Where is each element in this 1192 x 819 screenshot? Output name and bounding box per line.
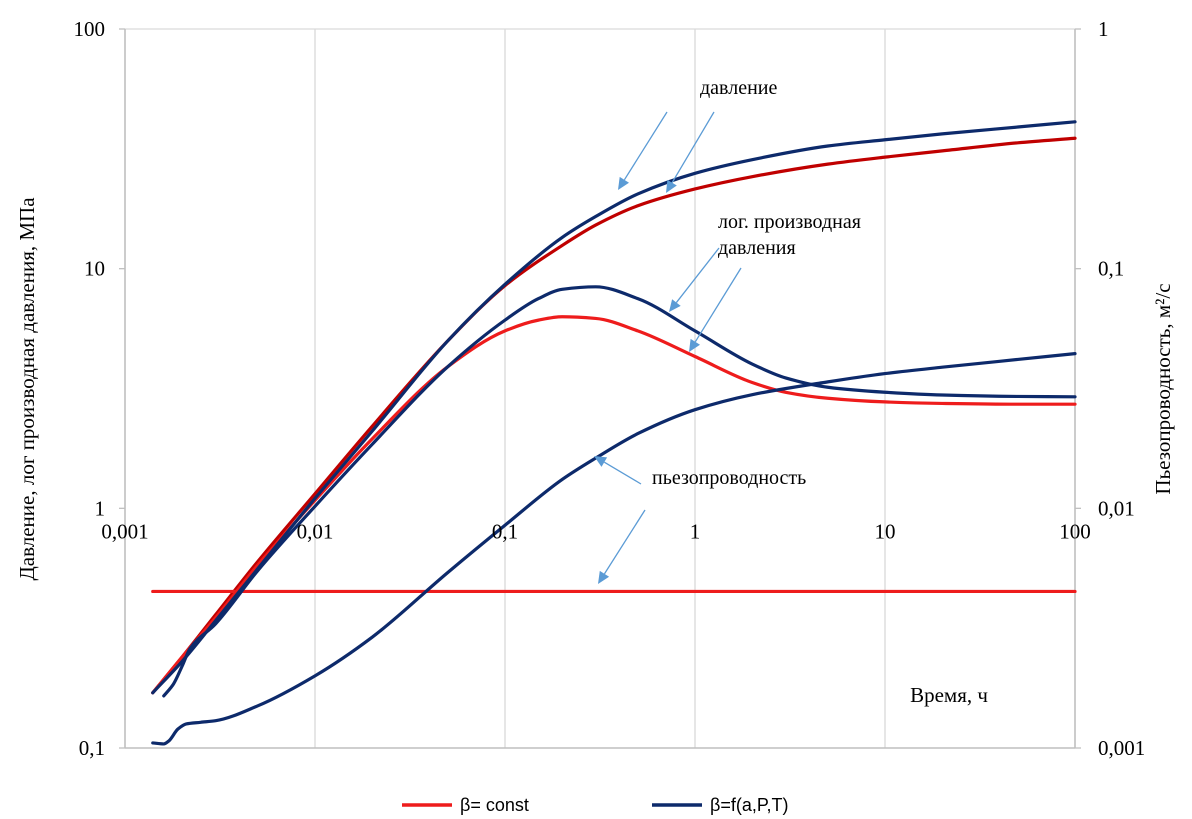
x-tick-label: 0,001 <box>101 519 148 543</box>
annotation-arrow <box>598 509 646 584</box>
y2-tick-label: 0,001 <box>1098 736 1145 760</box>
legend-label-const: β= const <box>460 795 529 815</box>
grid-lines <box>124 28 1076 748</box>
y-tick-label: 1 <box>95 496 106 520</box>
tick-labels: 0,001 0,01 0,1 1 10 100 0,1 1 10 100 0,001 0,01 0,1 1 <box>74 17 1146 760</box>
annotation-arrows <box>594 111 742 584</box>
axes <box>119 28 1081 749</box>
y-tick-label: 100 <box>74 17 106 41</box>
y-axis-title: Давление, лог производная давления, МПа <box>15 197 39 581</box>
annotation-arrow <box>689 267 742 352</box>
x-tick-label: 0,1 <box>492 519 518 543</box>
y2-tick-label: 0,1 <box>1098 257 1124 281</box>
y2-tick-label: 1 <box>1098 17 1109 41</box>
annotation-label: давление <box>700 77 777 99</box>
annotation-label: давления <box>718 237 796 259</box>
annotation-arrow <box>618 111 668 190</box>
x-tick-label: 100 <box>1059 519 1091 543</box>
legend-label-fapt: β=f(a,P,T) <box>710 795 789 815</box>
x-tick-label: 0,01 <box>297 519 334 543</box>
annotation-arrow <box>669 247 720 312</box>
annotation-arrow <box>666 111 715 193</box>
x-tick-label: 1 <box>690 519 701 543</box>
annotations: давление лог. производная давления пьезопро… <box>652 77 861 489</box>
annotation-arrow <box>594 456 642 485</box>
y-tick-label: 10 <box>84 257 105 281</box>
y2-axis-title: Пьезопроводность, м²/с <box>1151 283 1175 494</box>
series-line-2 <box>151 315 1077 695</box>
series-line-1 <box>151 136 1077 695</box>
legend: β= const β=f(a,P,T) <box>402 795 789 815</box>
series-line-4 <box>151 120 1077 695</box>
series-line-5 <box>162 285 1077 698</box>
y-tick-label: 0,1 <box>79 736 105 760</box>
x-axis-title: Время, ч <box>910 683 988 707</box>
series-line-6 <box>151 352 1077 746</box>
x-tick-label: 10 <box>875 519 896 543</box>
annotation-label: пьезопроводность <box>652 467 806 489</box>
annotation-label: лог. производная <box>718 211 861 233</box>
y2-tick-label: 0,01 <box>1098 496 1135 520</box>
series-layer <box>151 120 1077 746</box>
